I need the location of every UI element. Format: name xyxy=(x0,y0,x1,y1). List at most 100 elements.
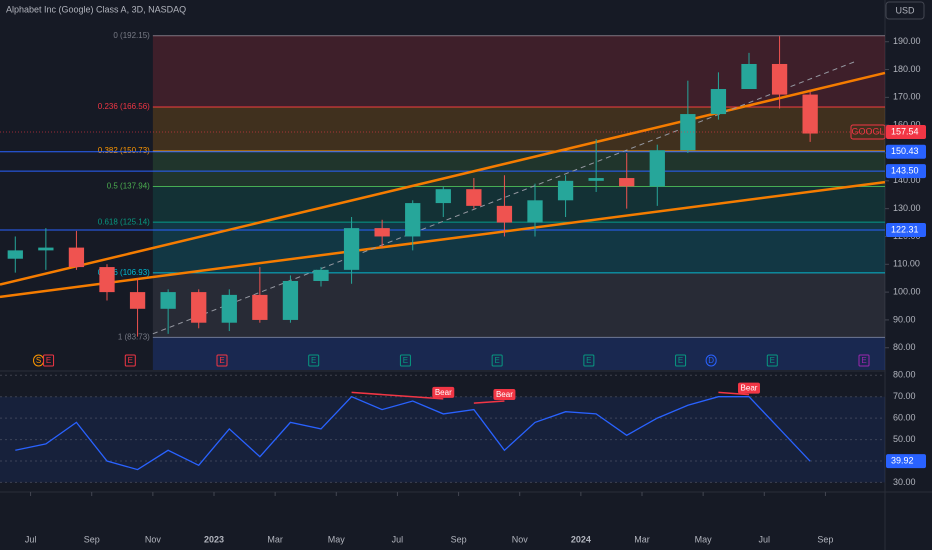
trend-line xyxy=(0,71,886,286)
event-label: E xyxy=(770,356,775,365)
candle-body xyxy=(282,280,299,320)
x-tick-label: Sep xyxy=(451,534,467,544)
event-label: E xyxy=(46,356,51,365)
y-tick-label: 90.00 xyxy=(893,314,916,324)
divergence-badge xyxy=(493,389,516,400)
price-tag xyxy=(886,144,926,159)
candle-body xyxy=(129,292,146,309)
y-tick-label: 80.00 xyxy=(893,342,916,352)
y-tick-label: 190.00 xyxy=(893,36,921,46)
price-tag xyxy=(886,125,926,140)
y-tick-label: 160.00 xyxy=(893,120,921,130)
candle-body xyxy=(374,228,390,237)
price-tag-label: 143.50 xyxy=(891,165,919,175)
divergence-badge xyxy=(432,386,455,398)
candle-body xyxy=(496,205,513,223)
divergence-line xyxy=(351,391,444,400)
x-tick-label: Mar xyxy=(634,534,650,544)
candle-body xyxy=(710,89,727,115)
candle-body xyxy=(68,247,85,268)
events-band xyxy=(152,337,885,370)
x-tick-label: Sep xyxy=(817,534,833,544)
candle-body xyxy=(7,250,23,259)
trend-line xyxy=(0,180,886,299)
divergence-label: Bear xyxy=(435,388,452,397)
event-badge xyxy=(216,354,228,367)
y-tick-label: 110.00 xyxy=(893,259,920,269)
candle-body xyxy=(588,178,604,181)
candle-body xyxy=(649,150,665,187)
divergence-line xyxy=(718,391,750,396)
event-label: E xyxy=(403,356,408,365)
event-badge xyxy=(766,354,778,367)
event-label: D xyxy=(708,356,714,365)
event-label: E xyxy=(861,356,866,365)
candle-body xyxy=(313,269,329,281)
event-badge xyxy=(43,354,55,367)
x-tick-label: Mar xyxy=(267,534,283,544)
event-badge xyxy=(675,354,687,367)
fib-label: 0.5 (137.94) xyxy=(107,182,150,191)
candle-body xyxy=(802,94,818,134)
price-tag-label: 150.43 xyxy=(891,146,919,156)
currency[interactable]: USD xyxy=(895,5,915,15)
value-tag xyxy=(886,454,926,469)
y-tick-label: 30.00 xyxy=(893,477,916,487)
y-tick-label: 130.00 xyxy=(893,203,921,213)
fib-label: 0.786 (106.93) xyxy=(98,268,150,277)
x-tick-label: Nov xyxy=(145,534,162,544)
rsi-line xyxy=(15,395,811,471)
event-badge xyxy=(491,354,503,367)
candle-body xyxy=(252,294,268,320)
x-tick-label: Jul xyxy=(759,534,771,544)
candle-body xyxy=(557,180,574,201)
x-tick-label: Jul xyxy=(392,534,404,544)
candle-body xyxy=(466,189,482,206)
event-badge xyxy=(124,354,136,367)
y-tick-label: 50.00 xyxy=(893,434,916,444)
fib-label: 0.618 (125.14) xyxy=(98,217,150,226)
event-label: E xyxy=(311,356,316,365)
y-tick-label: 100.00 xyxy=(893,286,921,296)
x-tick-label: Nov xyxy=(512,534,529,544)
fib-band xyxy=(152,186,885,223)
divergence-badge xyxy=(738,382,760,394)
x-tick-label: 2023 xyxy=(204,534,224,544)
fib-label: 1 (83.73) xyxy=(118,332,150,341)
fib-band xyxy=(152,150,885,187)
candle-body xyxy=(343,228,360,270)
candle-body xyxy=(191,292,207,323)
symbol-tag xyxy=(850,124,886,140)
x-tick-label: Sep xyxy=(84,534,100,544)
x-tick-label: 2024 xyxy=(571,534,591,544)
y-tick-label: 70.00 xyxy=(893,391,916,401)
fib-label: 0.236 (166.56) xyxy=(98,102,150,111)
event-label: E xyxy=(678,356,683,365)
currency-button[interactable] xyxy=(885,1,925,20)
candle-body xyxy=(160,292,176,309)
event-label: E xyxy=(494,356,499,365)
candle-body xyxy=(527,200,543,223)
event-label: S xyxy=(36,356,41,365)
event-badge xyxy=(705,354,717,367)
price-tag xyxy=(886,164,926,179)
divergence-label: Bear xyxy=(741,384,758,393)
candle-body xyxy=(435,189,451,204)
fib-label: 0 (192.15) xyxy=(113,31,150,40)
rsi-band xyxy=(0,396,885,483)
divergence-line xyxy=(473,400,505,404)
event-badge xyxy=(399,354,411,367)
candle-body xyxy=(99,267,115,293)
divergence-label: Bear xyxy=(496,390,513,399)
fib-band xyxy=(152,272,885,338)
fib-label: 0.382 (150.73) xyxy=(98,146,150,155)
price-tag-label: 157.54 xyxy=(891,126,919,136)
candle-body xyxy=(619,178,635,187)
y-tick-label: 60.00 xyxy=(893,413,916,423)
y-tick-label: 170.00 xyxy=(893,92,921,102)
candle-body xyxy=(741,63,757,90)
x-tick-label: May xyxy=(695,534,713,544)
y-tick-label: 180.00 xyxy=(893,64,921,74)
fib-band xyxy=(152,35,885,107)
x-tick-label: Jul xyxy=(25,534,37,544)
